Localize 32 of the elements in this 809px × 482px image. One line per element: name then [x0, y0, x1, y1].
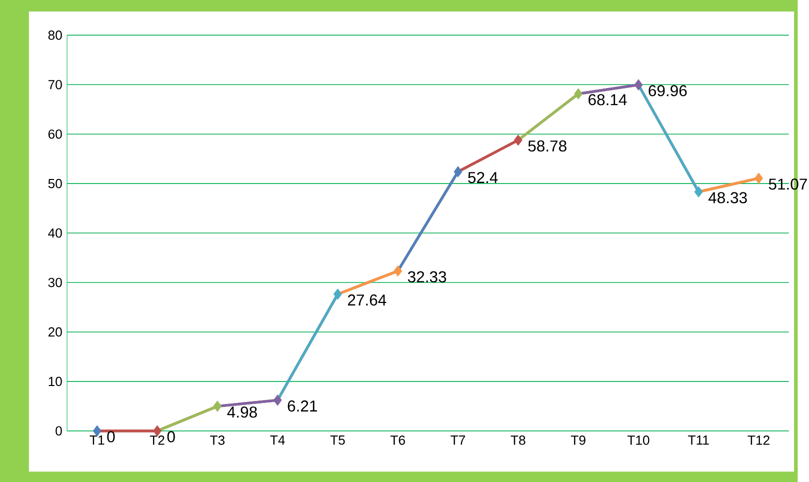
data-label: 0 [107, 431, 115, 442]
x-tick-label: T10 [627, 435, 650, 445]
y-tick-label: 50 [48, 178, 62, 188]
data-label: 27.64 [348, 294, 386, 306]
y-tick-label: 0 [56, 426, 62, 436]
y-tick-label: 30 [48, 278, 62, 288]
data-label: 68.14 [588, 94, 627, 106]
x-tick-label: T9 [570, 435, 586, 445]
x-tick-label: T12 [748, 435, 770, 445]
data-label: 0 [167, 431, 175, 442]
y-tick-label: 80 [48, 30, 62, 40]
x-tick-label: T5 [330, 435, 345, 445]
x-tick-label: T4 [270, 435, 285, 444]
y-tick-label: 60 [48, 129, 62, 139]
x-tick-label: T8 [510, 435, 526, 445]
x-tick-label: T1 [90, 435, 104, 444]
x-tick-label: T2 [150, 435, 164, 445]
data-label: 4.98 [227, 406, 257, 418]
y-tick-label: 70 [48, 80, 62, 90]
x-tick-label: T3 [210, 435, 225, 445]
data-label: 58.78 [528, 140, 566, 152]
data-label: 52.4 [468, 172, 498, 184]
y-tick-label: 10 [48, 376, 62, 386]
x-tick-label: T7 [450, 435, 466, 444]
data-label: 48.33 [708, 192, 747, 204]
data-label: 69.96 [648, 85, 687, 96]
x-tick-label: T6 [390, 435, 405, 445]
x-tick-label: T11 [688, 435, 709, 444]
data-label: 32.33 [408, 271, 446, 282]
y-tick-label: 40 [48, 228, 62, 238]
data-label: 6.21 [288, 400, 317, 412]
y-tick-label: 20 [48, 327, 62, 337]
